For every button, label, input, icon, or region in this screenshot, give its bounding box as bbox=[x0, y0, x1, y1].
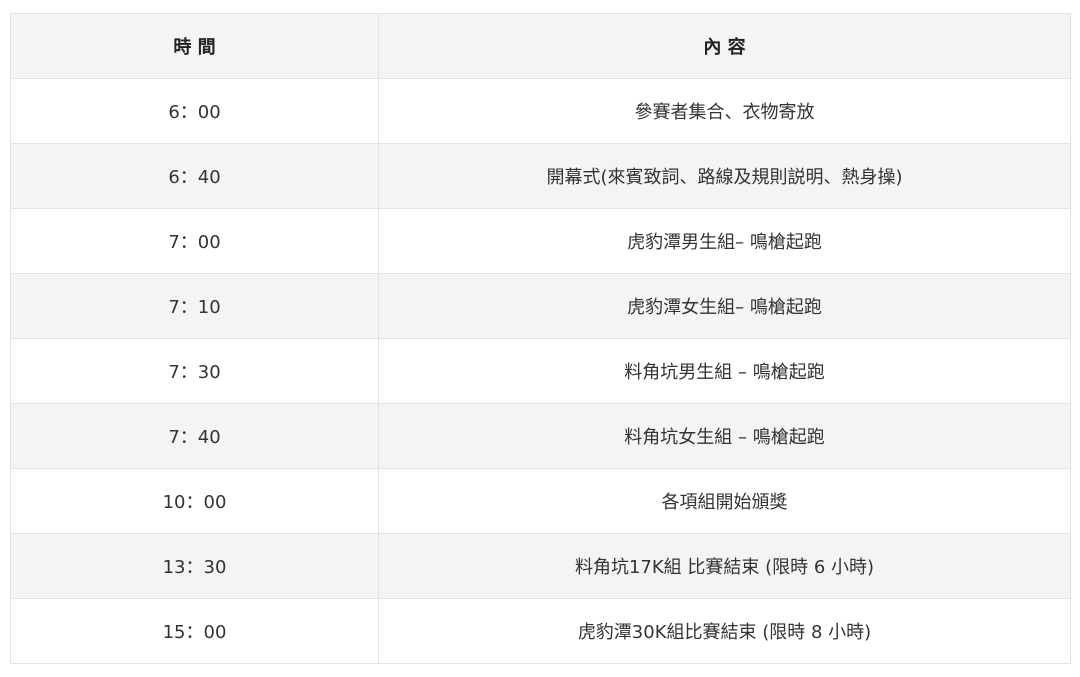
content-cell: 參賽者集合、衣物寄放 bbox=[378, 78, 1071, 144]
table-row: 7：30 料角坑男生組 – 鳴槍起跑 bbox=[10, 338, 1071, 404]
content-cell: 開幕式(來賓致詞、路線及規則説明、熱身操) bbox=[378, 143, 1071, 209]
time-cell: 7：40 bbox=[10, 403, 379, 469]
table-row: 6：00 參賽者集合、衣物寄放 bbox=[10, 78, 1071, 144]
content-cell: 虎豹潭男生組– 鳴槍起跑 bbox=[378, 208, 1071, 274]
table-row: 7：40 料角坑女生組 – 鳴槍起跑 bbox=[10, 403, 1071, 469]
table-row: 15：00 虎豹潭30K組比賽結束 (限時 8 小時) bbox=[10, 598, 1071, 664]
content-cell: 料角坑男生組 – 鳴槍起跑 bbox=[378, 338, 1071, 404]
time-cell: 6：00 bbox=[10, 78, 379, 144]
time-cell: 15：00 bbox=[10, 598, 379, 664]
content-cell: 虎豹潭30K組比賽結束 (限時 8 小時) bbox=[378, 598, 1071, 664]
table-row: 7：10 虎豹潭女生組– 鳴槍起跑 bbox=[10, 273, 1071, 339]
table-row: 7：00 虎豹潭男生組– 鳴槍起跑 bbox=[10, 208, 1071, 274]
header-time: 時 間 bbox=[10, 13, 379, 79]
header-row: 時 間 內 容 bbox=[10, 13, 1071, 79]
time-cell: 13：30 bbox=[10, 533, 379, 599]
time-cell: 10：00 bbox=[10, 468, 379, 534]
header-content: 內 容 bbox=[378, 13, 1071, 79]
time-cell: 7：30 bbox=[10, 338, 379, 404]
table-row: 6：40 開幕式(來賓致詞、路線及規則説明、熱身操) bbox=[10, 143, 1071, 209]
content-cell: 各項組開始頒獎 bbox=[378, 468, 1071, 534]
content-cell: 虎豹潭女生組– 鳴槍起跑 bbox=[378, 273, 1071, 339]
table-row: 10：00 各項組開始頒獎 bbox=[10, 468, 1071, 534]
time-cell: 7：10 bbox=[10, 273, 379, 339]
table-row: 13：30 料角坑17K組 比賽結束 (限時 6 小時) bbox=[10, 533, 1071, 599]
content-cell: 料角坑女生組 – 鳴槍起跑 bbox=[378, 403, 1071, 469]
time-cell: 7：00 bbox=[10, 208, 379, 274]
time-cell: 6：40 bbox=[10, 143, 379, 209]
schedule-table: 時 間 內 容 6：00 參賽者集合、衣物寄放 6：40 開幕式(來賓致詞、路線及規則… bbox=[10, 13, 1071, 664]
content-cell: 料角坑17K組 比賽結束 (限時 6 小時) bbox=[378, 533, 1071, 599]
